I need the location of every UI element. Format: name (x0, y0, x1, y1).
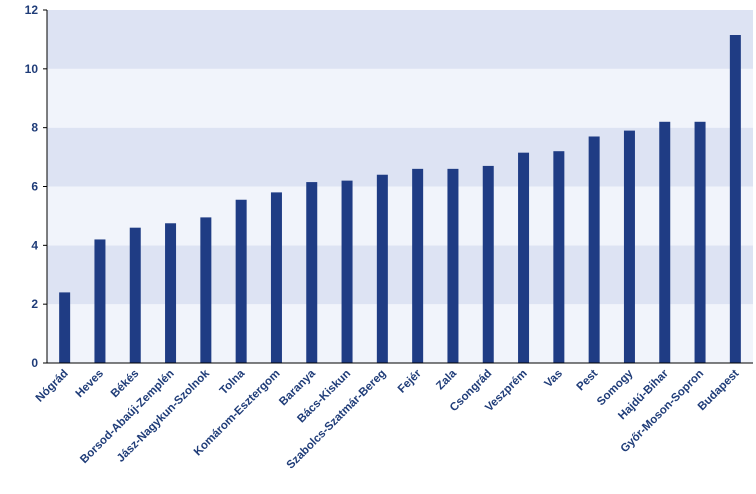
axes-group (43, 9, 753, 364)
bar (694, 121, 706, 364)
bar (412, 168, 424, 363)
plot-band (47, 186, 753, 246)
bar (623, 130, 635, 363)
y-tick-label: 2 (31, 297, 38, 311)
bar (659, 121, 671, 364)
bar (729, 35, 741, 364)
bar (482, 165, 494, 363)
bar (129, 227, 141, 363)
y-tick-label: 0 (31, 356, 38, 370)
bar (376, 174, 388, 363)
y-tick-label: 10 (25, 62, 39, 76)
x-category-label: Békés (109, 368, 141, 400)
plot-band (47, 245, 753, 305)
bar (518, 152, 530, 363)
bar (447, 168, 459, 363)
x-category-label: Pest (575, 368, 601, 394)
bars-group (59, 35, 741, 364)
y-tick-label: 12 (25, 3, 39, 17)
bar (588, 136, 600, 363)
x-category-label: Zala (434, 367, 459, 392)
y-tick-label: 6 (31, 180, 38, 194)
y-tick-label: 4 (31, 238, 38, 252)
plot-band (47, 10, 753, 69)
plot-band (47, 68, 753, 128)
x-category-label: Vas (542, 368, 565, 391)
bar (270, 192, 282, 363)
y-tick-label: 8 (31, 121, 38, 135)
x-axis-category-labels: Nógrád Heves BékésBorsod-Abaúj-ZemplénJász… (34, 367, 742, 471)
bar (59, 292, 71, 363)
bar (94, 239, 106, 363)
x-category-label: Tolna (218, 367, 248, 397)
x-category-label: Fejér (396, 367, 424, 395)
bar (341, 180, 353, 363)
x-category-label: Nógrád (34, 368, 71, 405)
bar (553, 151, 565, 363)
plot-band (47, 127, 753, 187)
bar (200, 217, 212, 363)
plot-band (47, 304, 753, 363)
y-axis-tick-labels: 0 2 4 6 8 10 12 (25, 3, 39, 370)
plot-background-bands (47, 10, 753, 363)
bar (306, 182, 318, 363)
x-category-label: Heves (74, 368, 106, 400)
bar (165, 223, 177, 363)
bar (235, 199, 247, 363)
